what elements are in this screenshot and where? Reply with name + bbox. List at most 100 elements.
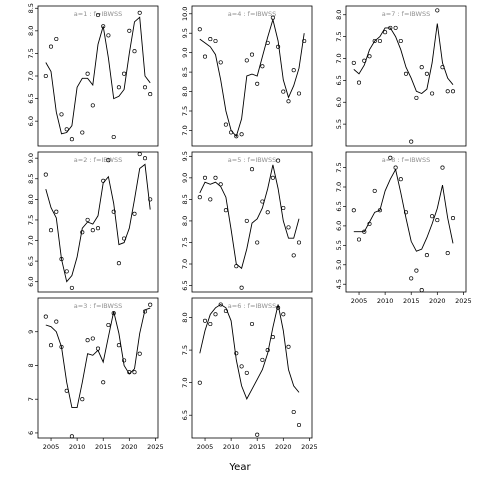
observation-point (351, 208, 356, 213)
observation-point (213, 175, 218, 180)
y-tick-label: 9.0 (181, 47, 189, 57)
observation-point (43, 172, 48, 177)
observation-point (296, 91, 302, 96)
observation-point (218, 182, 223, 187)
observation-point (223, 122, 228, 127)
panel-7: a=3 : f=IBWSS 6 7 8 9 2005 2010 2015 2020 2025 (27, 297, 164, 451)
y-tick-label: 7.5 (181, 106, 189, 116)
fitted-line (45, 163, 151, 283)
observation-point (213, 312, 218, 317)
observation-point (95, 346, 101, 351)
observation-point (388, 25, 393, 30)
observation-point (239, 132, 244, 137)
panel-frame (37, 151, 159, 293)
observation-point (291, 253, 296, 258)
observation-point (85, 338, 90, 343)
observation-point (142, 156, 148, 161)
observation-point (445, 251, 450, 256)
observation-point (419, 65, 424, 70)
observation-point (276, 158, 281, 163)
observation-point (362, 58, 367, 63)
observation-point (148, 92, 153, 97)
observation-point (276, 305, 281, 310)
panel-frame (37, 5, 159, 147)
observation-point (435, 218, 440, 223)
observation-point (403, 71, 409, 76)
x-tick-label: 2025 (455, 297, 472, 305)
fitted-line (199, 164, 300, 270)
x-tick-label: 2005 (197, 443, 214, 451)
panel-5: a=5 : f=IBWSS 6.5 7.0 7.5 8.0 8.5 9.0 9.5 (181, 151, 313, 293)
observation-point (137, 152, 142, 157)
x-tick-label: 2020 (275, 443, 292, 451)
observation-point (95, 226, 101, 231)
observation-point (43, 73, 48, 79)
observation-point (197, 27, 202, 32)
observation-point (244, 370, 249, 375)
y-tick-label: 8.0 (181, 216, 189, 226)
fitted-line (45, 16, 151, 135)
x-tick-label: 2010 (377, 297, 394, 305)
x-tick-label: 2025 (147, 443, 164, 451)
observation-point (260, 64, 265, 69)
observation-point (450, 216, 456, 221)
x-tick-label: 2015 (95, 443, 112, 451)
observation-point (202, 318, 208, 323)
observation-point (367, 221, 372, 226)
observation-point (367, 54, 372, 59)
observation-point (202, 175, 208, 180)
x-tick-label: 2005 (351, 297, 368, 305)
observation-point (249, 52, 255, 57)
observation-point (101, 178, 106, 183)
observation-point (302, 38, 307, 44)
observation-point (265, 40, 270, 45)
observation-point (148, 197, 153, 202)
y-tick-label: 7.5 (181, 345, 189, 355)
y-tick-label: 7.5 (181, 237, 189, 247)
panel-title: a=3 : f=IBWSS (74, 302, 122, 310)
observation-point (409, 139, 414, 144)
observation-point (59, 344, 64, 349)
y-tick-label: 8 (27, 363, 35, 367)
x-tick-label: 2015 (403, 297, 420, 305)
fitted-line (199, 17, 305, 138)
y-tick-label: 9 (27, 330, 35, 334)
observation-point (54, 36, 59, 42)
observation-point (255, 240, 260, 245)
observation-point (377, 208, 382, 213)
observation-point (59, 257, 64, 262)
y-tick-label: 8.0 (181, 86, 189, 96)
observation-point (403, 210, 409, 215)
panel-title: a=4 : f=IBWSS (228, 10, 276, 18)
observation-point (440, 165, 445, 170)
observation-point (362, 229, 367, 234)
y-tick-label: 7.0 (181, 125, 189, 135)
observation-point (296, 240, 302, 245)
observation-point (80, 230, 85, 235)
observation-point (234, 264, 239, 269)
observation-point (137, 351, 142, 356)
x-axis-title: Year (228, 462, 251, 473)
observation-point (398, 38, 403, 44)
panel-4: a=2 : f=IBWSS 6.0 6.5 7.0 7.5 8.0 8.5 9.0 (27, 151, 159, 293)
observation-point (435, 8, 440, 13)
observation-point (90, 336, 95, 341)
y-tick-label: 9.0 (181, 173, 189, 183)
observation-point (445, 89, 450, 94)
observation-point (414, 95, 419, 100)
observation-point (132, 211, 137, 216)
observation-point (265, 210, 270, 215)
panel-frame (345, 5, 467, 147)
y-tick-label: 9.5 (181, 28, 189, 38)
y-tick-label: 6.0 (335, 221, 343, 231)
observation-point (43, 314, 48, 319)
x-tick-label: 2010 (223, 443, 240, 451)
observation-point (111, 209, 116, 214)
panel-3: a=7 : f=IBWSS 5.5 6.0 6.5 7.0 7.5 8.0 (335, 5, 467, 147)
panel-frame (345, 151, 467, 293)
observation-point (208, 197, 213, 202)
observation-point (281, 89, 286, 94)
panel-title: a=5 : f=IBWSS (228, 156, 276, 164)
observation-point (244, 218, 249, 223)
